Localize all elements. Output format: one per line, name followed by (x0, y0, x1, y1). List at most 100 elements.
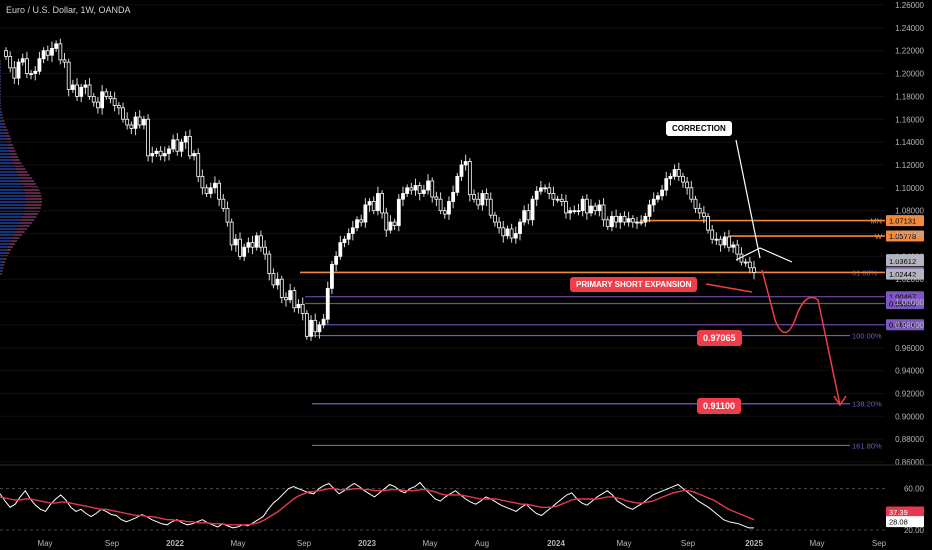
time-tick-label: Sep (872, 539, 887, 548)
short-pointer (705, 283, 753, 293)
volume-bar (24, 204, 42, 206)
candle-down (551, 193, 556, 200)
volume-bar (0, 150, 10, 152)
candle-up (100, 91, 105, 109)
candle-up (342, 238, 347, 244)
volume-bar (0, 186, 23, 188)
volume-bar (0, 93, 1, 95)
candle-down (622, 215, 627, 223)
volume-bar (8, 147, 15, 149)
volume-bar (3, 123, 6, 125)
volume-bar (0, 120, 3, 122)
candle-down (221, 198, 226, 209)
candle-up (610, 215, 614, 228)
short-expansion-path (761, 269, 841, 406)
volume-bar (0, 78, 1, 80)
volume-bar (7, 144, 14, 146)
volume-bar (24, 192, 41, 194)
candle-up (405, 187, 410, 194)
candle-down (129, 124, 134, 129)
volume-bar (0, 240, 11, 242)
volume-bar (20, 180, 35, 182)
price-tag-label: 1.07131 (889, 217, 916, 226)
candle-down (392, 221, 397, 226)
candle-up (534, 190, 539, 200)
volume-bar (0, 168, 16, 170)
price-tag-label: 1.00467 (889, 293, 916, 302)
target-1-label[interactable]: 0.97065 (697, 330, 742, 346)
candle-up (664, 178, 669, 191)
volume-bar (25, 201, 42, 203)
volume-bar (13, 234, 23, 236)
price-tick-label: 1.26000 (895, 1, 924, 10)
symbol-title[interactable]: Euro / U.S. Dollar, 1W, OANDA (6, 5, 131, 15)
arrow-head (833, 395, 847, 407)
volume-bar (0, 147, 9, 149)
price-axis[interactable]: 1.26000 1.24000 1.22000 1.20000 1.18000 1.160… (895, 1, 924, 467)
candle-down (121, 107, 125, 120)
candle-down (526, 210, 531, 221)
candle-down (442, 210, 447, 215)
candle-up (660, 189, 664, 197)
volume-bar (0, 231, 15, 233)
volume-bar (2, 267, 4, 269)
volume-bar (0, 72, 1, 74)
price-tag-label: 1.05778 (889, 232, 916, 241)
candle-up (589, 205, 593, 214)
time-axis[interactable]: May Sep 2022 May Sep 2023 May Aug 2024 May Sep 2025… (37, 539, 886, 548)
candle-up (133, 116, 138, 129)
volume-bar (21, 183, 37, 185)
price-tick-label: 0.86000 (895, 458, 924, 467)
candle-up (309, 319, 313, 337)
primary-short-label[interactable]: PRIMARY SHORT EXPANSION (570, 277, 698, 292)
volume-bar (14, 165, 24, 167)
volume-bar (0, 102, 1, 104)
volume-bar (24, 207, 41, 209)
candle-down (430, 180, 435, 198)
price-tick-label: 1.16000 (895, 115, 924, 124)
candle-down (693, 198, 698, 209)
volume-bar (0, 222, 20, 224)
candle-up (355, 219, 359, 229)
price-tick-label: 1.02000 (895, 275, 924, 284)
candle-up (643, 215, 648, 223)
price-tick-label: 0.96000 (895, 344, 924, 353)
volume-bar (0, 270, 2, 272)
volume-bar (0, 252, 6, 254)
volume-bar (3, 258, 7, 260)
candle-down (676, 169, 681, 177)
candle-up (376, 193, 380, 212)
candle-up (296, 303, 301, 309)
candle-down (304, 313, 309, 337)
candle-down (564, 201, 568, 214)
candle-down (75, 84, 79, 97)
volume-bar (5, 132, 9, 134)
candle-up (192, 153, 196, 157)
candle-up (50, 48, 54, 56)
candle-up (20, 58, 25, 63)
volume-bar (0, 264, 3, 266)
candle-down (12, 67, 17, 79)
price-tick-label: 0.88000 (895, 435, 924, 444)
volume-bar (0, 225, 18, 227)
candle-up (208, 187, 213, 194)
candle-down (752, 267, 756, 273)
candle-up (455, 175, 460, 193)
correction-label[interactable]: CORRECTION (666, 121, 732, 136)
candle-up (618, 215, 623, 223)
time-tick-label: Sep (105, 539, 120, 548)
candle-up (580, 198, 585, 212)
time-tick-label: 2025 (745, 539, 763, 548)
target-2-label[interactable]: 0.91100 (697, 398, 742, 414)
candle-down (137, 116, 142, 126)
volume-bar (0, 153, 11, 155)
candle-down (112, 98, 117, 106)
candle-up (396, 198, 401, 226)
volume-bar (0, 246, 8, 248)
volume-bar (1, 114, 3, 116)
volume-bar (0, 87, 1, 89)
candle-down (584, 198, 589, 214)
fib-level-label: 138.20% (852, 400, 882, 409)
volume-bar (0, 243, 10, 245)
